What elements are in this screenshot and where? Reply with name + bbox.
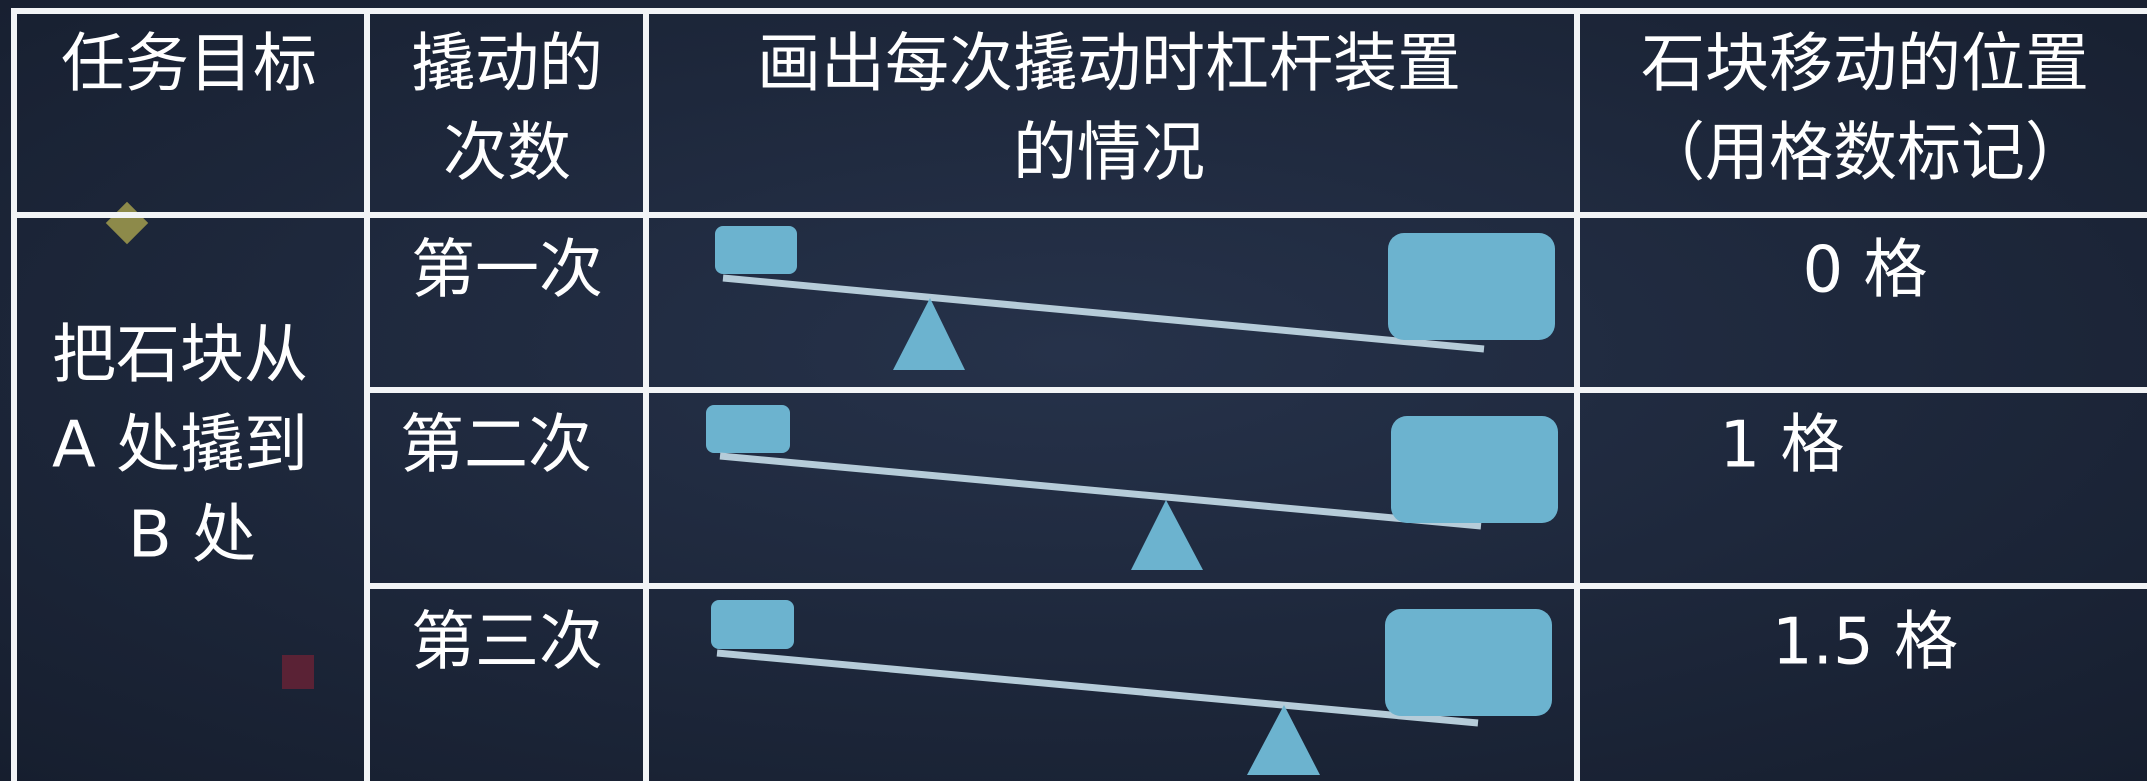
goal-text: 把石块从 [52, 319, 308, 393]
header-cell: 次数 [443, 117, 571, 191]
lever-bar [719, 452, 1482, 530]
header-cell: 的情况 [1013, 117, 1205, 191]
small-stone [711, 600, 794, 649]
table-grid [11, 8, 2147, 781]
big-stone [1388, 233, 1555, 340]
lever-drawing [715, 226, 1555, 370]
lever-bar [722, 274, 1485, 353]
header-cell: 撬动的 [411, 28, 603, 102]
lever-bar [716, 649, 1479, 727]
small-stone [706, 405, 790, 453]
header-cell: （用格数标记） [1641, 117, 2089, 191]
lever-drawing [711, 600, 1552, 775]
big-stone [1391, 416, 1558, 523]
confetti [282, 655, 314, 689]
header-cell: 任务目标 [61, 28, 317, 102]
position-cell: 0 格 [1802, 234, 1927, 308]
fulcrum [1131, 500, 1203, 570]
count-cell: 第二次 [400, 409, 592, 483]
fulcrum [1247, 705, 1320, 775]
lever-drawing [706, 405, 1558, 570]
position-cell: 1.5 格 [1772, 606, 1958, 680]
count-cell: 第三次 [411, 606, 603, 680]
goal-text: A 处撬到 [52, 409, 308, 483]
header-cell: 画出每次撬动时杠杆装置 [757, 28, 1461, 102]
header-cell: 石块移动的位置 [1641, 28, 2089, 102]
small-stone [715, 226, 797, 274]
count-cell: 第一次 [411, 234, 603, 308]
goal-text: B 处 [128, 499, 256, 573]
fulcrum [893, 298, 965, 370]
big-stone [1385, 609, 1552, 716]
position-cell: 1 格 [1719, 409, 1844, 483]
